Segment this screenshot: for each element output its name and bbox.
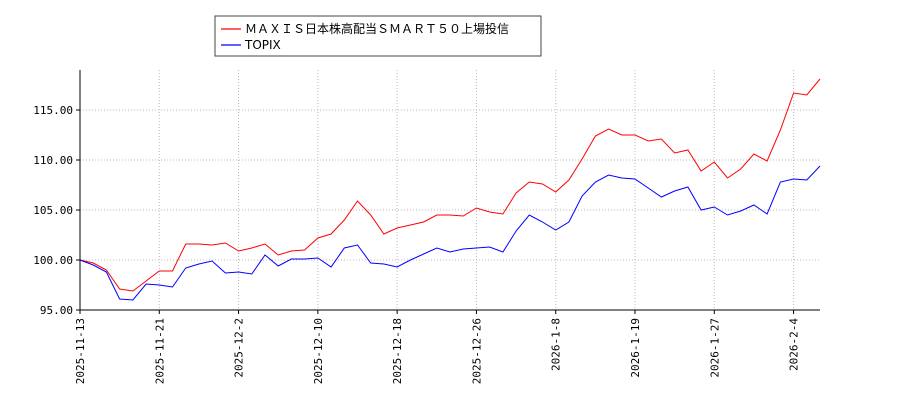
legend-label-series-0: ＭＡＸＩＳ日本株高配当ＳＭＡＲＴ５０上場投信: [245, 21, 509, 36]
x-tick-label: 2025-11-21: [153, 318, 166, 384]
x-tick-label: 2026-1-27: [708, 318, 721, 378]
x-tick-labels: 2025-11-13 2025-11-21 2025-12-2 2025-12-10 2…: [74, 318, 801, 385]
y-tick-label: 110.00: [33, 154, 73, 167]
x-tick-label: 2025-12-26: [470, 318, 483, 384]
x-tick-label: 2025-11-13: [74, 318, 87, 384]
series-line-0: [79, 78, 821, 292]
legend-box: [214, 15, 542, 57]
x-tick-label: 2026-1-19: [629, 318, 642, 378]
y-tick-label: 95.00: [40, 304, 73, 317]
x-tick-label: 2026-1-8: [550, 318, 563, 371]
legend: ＭＡＸＩＳ日本株高配当ＳＭＡＲＴ５０上場投信 TOPIX: [214, 15, 542, 57]
x-tick-label: 2025-12-2: [233, 318, 246, 378]
series-line-1: [79, 165, 821, 301]
series-lines: [79, 78, 821, 301]
axes: [76, 70, 820, 314]
x-tick-label: 2026-2-4: [788, 318, 801, 371]
x-tick-label: 2025-12-18: [391, 318, 404, 384]
y-tick-labels: 95.00 100.00 105.00 110.00 115.00: [33, 104, 73, 317]
grid-lines: [79, 70, 820, 311]
legend-label-series-1: TOPIX: [244, 38, 281, 52]
y-tick-label: 115.00: [33, 104, 73, 117]
y-tick-label: 100.00: [33, 254, 73, 267]
x-tick-label: 2025-12-10: [312, 318, 325, 384]
y-tick-label: 105.00: [33, 204, 73, 217]
